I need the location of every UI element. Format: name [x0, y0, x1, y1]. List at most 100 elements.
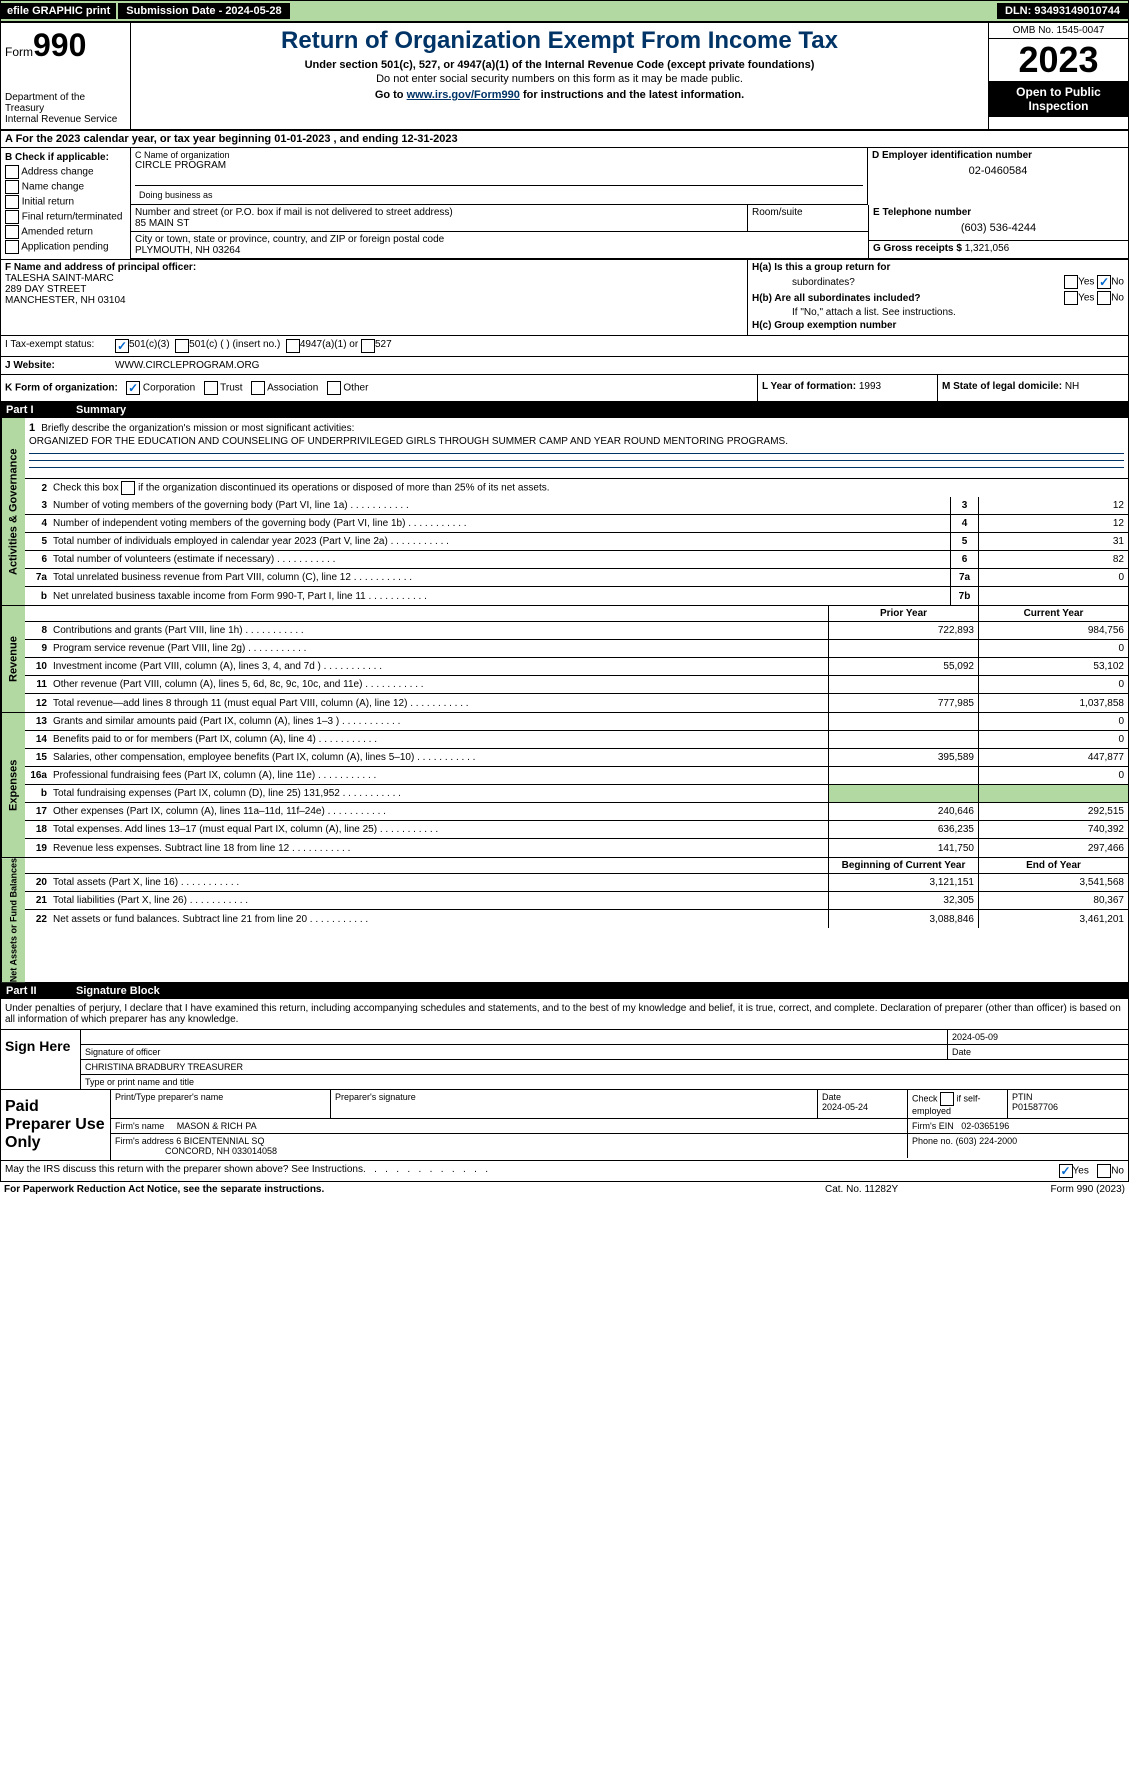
ha-no-checkbox[interactable] [1097, 275, 1111, 289]
chk-self-employed[interactable] [940, 1092, 954, 1106]
omb-number: OMB No. 1545-0047 [989, 23, 1128, 39]
city-label: City or town, state or province, country… [135, 234, 864, 245]
chk-527[interactable] [361, 339, 375, 353]
current-value: 1,037,858 [978, 694, 1128, 712]
current-value: 0 [978, 640, 1128, 657]
line-text: Number of voting members of the governin… [51, 498, 950, 513]
dept-treasury: Department of the Treasury [5, 92, 126, 114]
begin-year-header: Beginning of Current Year [828, 858, 978, 873]
chk-app-pending[interactable]: Application pending [5, 240, 126, 254]
prior-value: 636,235 [828, 821, 978, 838]
current-value: 447,877 [978, 749, 1128, 766]
hb-yes-checkbox[interactable] [1064, 291, 1078, 305]
tax-status-label: I Tax-exempt status: [5, 339, 115, 353]
officer-city: MANCHESTER, NH 03104 [5, 295, 743, 306]
chk-final-return[interactable]: Final return/terminated [5, 210, 126, 224]
current-value: 740,392 [978, 821, 1128, 838]
city-value: PLYMOUTH, NH 03264 [135, 245, 864, 256]
line-text: Net assets or fund balances. Subtract li… [51, 912, 828, 927]
prior-value: 55,092 [828, 658, 978, 675]
website-label: J Website: [5, 360, 115, 371]
side-label-revenue: Revenue [1, 606, 25, 712]
part2-header: Part II Signature Block [0, 983, 1129, 999]
efile-print-label[interactable]: efile GRAPHIC print [1, 3, 116, 19]
prior-value: 777,985 [828, 694, 978, 712]
chk-association[interactable] [251, 381, 265, 395]
line-text: Grants and similar amounts paid (Part IX… [51, 714, 828, 729]
line-text: Revenue less expenses. Subtract line 18 … [51, 841, 828, 856]
line-text: Program service revenue (Part VIII, line… [51, 641, 828, 656]
line-text: Benefits paid to or for members (Part IX… [51, 732, 828, 747]
sign-date: 2024-05-09 [948, 1030, 1128, 1044]
form-subtitle: Under section 501(c), 527, or 4947(a)(1)… [135, 59, 984, 71]
line-num: 16a [25, 770, 51, 781]
current-value: 80,367 [978, 892, 1128, 909]
street-value: 85 MAIN ST [135, 218, 743, 229]
chk-501c[interactable] [175, 339, 189, 353]
side-label-governance: Activities & Governance [1, 418, 25, 605]
tax-year: 2023 [989, 39, 1128, 81]
chk-other[interactable] [327, 381, 341, 395]
hb-no-checkbox[interactable] [1097, 291, 1111, 305]
telephone-value: (603) 536-4244 [873, 218, 1124, 238]
line-value: 0 [978, 569, 1128, 586]
chk-address-change[interactable]: Address change [5, 165, 126, 179]
chk-discontinued[interactable] [121, 481, 135, 495]
line-text: Total expenses. Add lines 13–17 (must eq… [51, 822, 828, 837]
ha-yes-checkbox[interactable] [1064, 275, 1078, 289]
side-label-expenses: Expenses [1, 713, 25, 857]
part1-header: Part I Summary [0, 402, 1129, 418]
website-value: WWW.CIRCLEPROGRAM.ORG [115, 360, 259, 371]
mission-text: ORGANIZED FOR THE EDUCATION AND COUNSELI… [29, 436, 1124, 447]
signature-intro: Under penalties of perjury, I declare th… [0, 999, 1129, 1030]
line-num: 3 [25, 500, 51, 511]
prior-value: 3,121,151 [828, 874, 978, 891]
line-num: 13 [25, 716, 51, 727]
chk-501c3[interactable] [115, 339, 129, 353]
sign-here-label: Sign Here [1, 1030, 81, 1089]
line-text: Other expenses (Part IX, column (A), lin… [51, 804, 828, 819]
officer-label: F Name and address of principal officer: [5, 262, 743, 273]
sig-officer-label: Signature of officer [81, 1045, 948, 1059]
irs-discuss-no[interactable] [1097, 1164, 1111, 1178]
prior-year-header: Prior Year [828, 606, 978, 621]
current-value: 0 [978, 676, 1128, 693]
side-label-net: Net Assets or Fund Balances [1, 858, 25, 982]
line-text: Contributions and grants (Part VIII, lin… [51, 623, 828, 638]
prior-value [828, 767, 978, 784]
org-name-value: CIRCLE PROGRAM [135, 160, 863, 171]
line-text: Salaries, other compensation, employee b… [51, 750, 828, 765]
firm-name: MASON & RICH PA [177, 1121, 257, 1131]
line-num: 11 [25, 679, 51, 690]
officer-name-title: CHRISTINA BRADBURY TREASURER [81, 1060, 1128, 1074]
officer-name: TALESHA SAINT-MARC [5, 273, 743, 284]
dln-label: DLN: 93493149010744 [997, 3, 1128, 19]
chk-initial-return[interactable]: Initial return [5, 195, 126, 209]
section-b-title: B Check if applicable: [5, 152, 126, 163]
chk-amended-return[interactable]: Amended return [5, 225, 126, 239]
chk-trust[interactable] [204, 381, 218, 395]
chk-4947[interactable] [286, 339, 300, 353]
top-bar: efile GRAPHIC print Submission Date - 20… [0, 0, 1129, 22]
goto-link[interactable]: www.irs.gov/Form990 [407, 89, 520, 101]
line-text: Total assets (Part X, line 16) [51, 875, 828, 890]
gross-receipts-value: 1,321,056 [965, 243, 1010, 254]
current-value: 0 [978, 713, 1128, 730]
line-num: 15 [25, 752, 51, 763]
telephone-label: E Telephone number [873, 207, 1124, 218]
current-value: 0 [978, 731, 1128, 748]
end-year-header: End of Year [978, 858, 1128, 873]
ssn-note: Do not enter social security numbers on … [135, 73, 984, 85]
submission-date: Submission Date - 2024-05-28 [118, 3, 289, 19]
prior-value [828, 640, 978, 657]
line-num: 5 [25, 536, 51, 547]
line-num: 19 [25, 843, 51, 854]
chk-corporation[interactable] [126, 381, 140, 395]
line-num: 14 [25, 734, 51, 745]
irs-discuss-yes[interactable] [1059, 1164, 1073, 1178]
chk-name-change[interactable]: Name change [5, 180, 126, 194]
open-public-badge: Open to Public Inspection [989, 81, 1128, 117]
goto-post: for instructions and the latest informat… [520, 89, 744, 101]
ein-value: 02-0460584 [872, 165, 1124, 177]
form-title: Return of Organization Exempt From Incom… [135, 27, 984, 55]
